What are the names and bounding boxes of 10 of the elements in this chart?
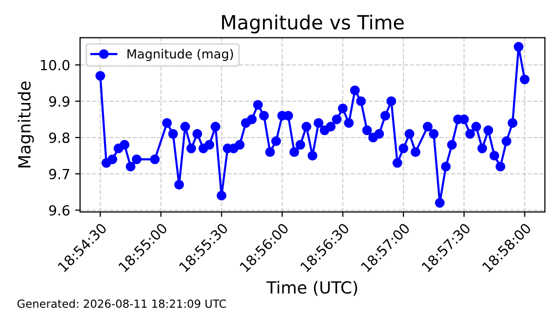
y-tick-label: 10.0: [40, 60, 70, 70]
x-axis-title: Time (UTC): [266, 280, 358, 296]
y-tick-label: 9.7: [49, 168, 70, 180]
legend-label: Magnitude (mag): [128, 48, 233, 62]
y-tick-label: 9.8: [49, 132, 70, 143]
y-tick-label: 9.9: [49, 96, 70, 107]
y-axis-title: Magnitude: [18, 82, 34, 168]
chart-title: Magnitude vs Time: [222, 14, 404, 34]
text: Generated: 2026-08-11 18:21:09 UTC: [17, 299, 226, 308]
y-tick-label: 9.6: [49, 205, 70, 216]
